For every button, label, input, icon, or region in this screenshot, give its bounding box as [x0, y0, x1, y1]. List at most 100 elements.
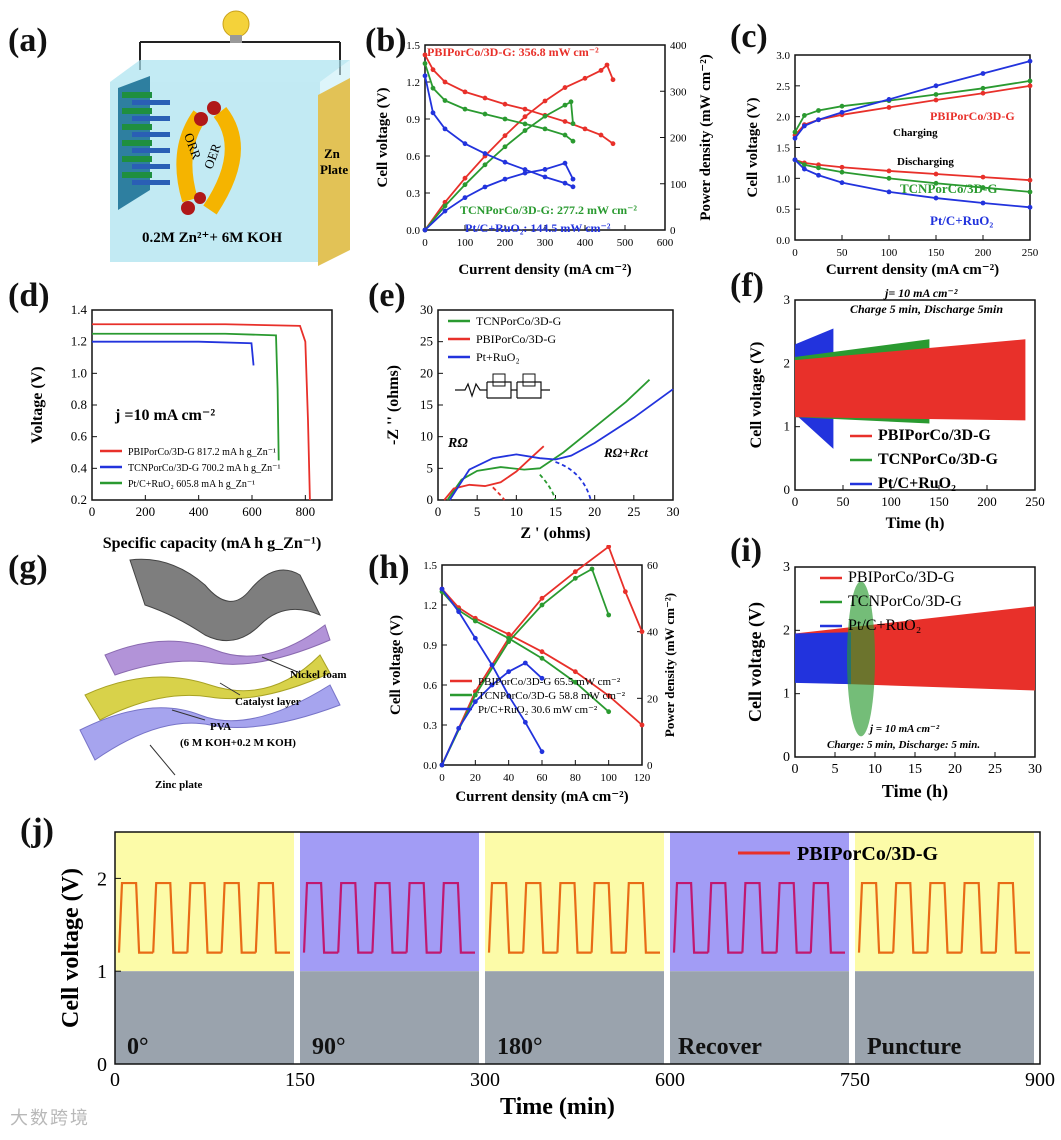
x-tick-label: 60	[537, 772, 549, 784]
x-axis-title: Time (h)	[882, 781, 948, 802]
x-axis-title: Current density (mA cm⁻²)	[455, 789, 628, 805]
data-point	[839, 180, 845, 186]
y-tick-label: 0.0	[423, 760, 437, 772]
data-point	[539, 655, 545, 661]
series-line	[424, 162, 574, 231]
series-line	[441, 545, 643, 766]
y-tick-label: 2	[784, 355, 791, 370]
x-tick-label: 250	[1022, 247, 1039, 259]
data-point	[622, 589, 628, 595]
y-axis-title: -Z '' (ohms)	[385, 365, 402, 445]
legend-item: PBIPorCo/3D-G 817.2 mA h g_Zn⁻¹	[128, 447, 276, 458]
bend-state-label: Puncture	[867, 1034, 962, 1060]
panel-label-j: (j)	[20, 812, 54, 849]
data-point	[562, 85, 568, 90]
plot-frame	[794, 54, 1031, 241]
y-tick-label: 1.0	[71, 365, 87, 380]
annotation: TCNPorCo/3D-G: 277.2 mW cm⁻²	[460, 203, 637, 217]
data-point	[442, 98, 448, 103]
legend-item: TCNPorCo/3D-G 700.2 mA h g_Zn⁻¹	[128, 463, 280, 474]
y-tick-label: 1.2	[71, 334, 87, 349]
legend-item: Pt/C+RuO₂ 30.6 mW cm⁻²	[478, 704, 598, 716]
plot-frame	[114, 831, 1041, 1065]
battery-photo	[670, 971, 849, 1064]
data-point	[572, 575, 578, 581]
legend-item: PBIPorCo/3D-G	[797, 843, 939, 865]
legend-item: PBIPorCo/3D-G	[930, 109, 1015, 123]
data-point	[442, 208, 448, 214]
y-tick-label: 2	[783, 623, 790, 638]
catalyst-layer-label: Catalyst layer	[235, 696, 301, 708]
data-point	[542, 174, 548, 180]
data-point	[886, 97, 892, 102]
data-point	[610, 77, 616, 83]
y-tick-label: 0.4	[71, 460, 88, 475]
data-point	[572, 569, 578, 575]
data-point	[430, 85, 436, 91]
chart-b: 0 100 200 300 400 500 600 0.0 0.3 0.6 0.9 1.2 1.5 Cur…	[375, 40, 714, 278]
series-line	[794, 84, 1031, 136]
data-point	[886, 175, 892, 181]
y-tick-label: 0	[783, 750, 790, 765]
x-tick-label: 500	[617, 237, 634, 249]
x-tick-label: 40	[503, 772, 515, 784]
x-tick-label: 400	[189, 504, 209, 519]
chart-f: 0 50 100 150 200 250 0 1 2 3 Time (h) Cell voltage …	[748, 286, 1045, 532]
data-point	[604, 62, 610, 68]
bend-state-label: 0°	[127, 1034, 149, 1060]
y-tick-label: 1	[783, 687, 790, 702]
data-point	[570, 138, 576, 144]
data-point	[522, 167, 528, 172]
lightbulb-icon	[222, 10, 250, 43]
legend-item: TCNPorCo/3D-G 58.8 mW cm⁻²	[478, 690, 626, 702]
data-point	[482, 162, 488, 168]
legend-item: PBIPorCo/3D-G	[848, 569, 955, 586]
data-point	[422, 52, 428, 58]
series-line	[424, 100, 574, 231]
x-tick-label: 100	[600, 772, 617, 784]
data-point	[570, 184, 576, 190]
data-point	[472, 699, 478, 705]
panel-label-b: (b)	[365, 22, 407, 59]
data-point	[980, 200, 986, 206]
data-point	[456, 609, 462, 615]
data-point	[422, 61, 428, 66]
data-point	[456, 725, 462, 731]
legend-item: TCNPorCo/3D-G	[900, 181, 998, 196]
bend-state-label: 90°	[312, 1034, 346, 1060]
plate-label: Plate	[320, 162, 348, 177]
x-tick-label: 100	[881, 494, 901, 509]
x-tick-label: 100	[457, 237, 474, 249]
series-line	[794, 60, 1031, 139]
data-point	[792, 157, 798, 163]
y2-tick-label: 100	[670, 179, 687, 191]
data-point	[502, 101, 508, 107]
data-point	[502, 116, 508, 122]
series-line	[424, 54, 614, 145]
panel-e: (e) 0 5 10 15 20 25 30 0 5 10 15 20 25 30 Z ' (ohms) -Z…	[360, 275, 700, 550]
y-tick-label: 0.0	[776, 235, 790, 247]
data-point	[572, 669, 578, 675]
data-point	[598, 68, 604, 73]
data-point	[542, 126, 548, 132]
data-point	[482, 95, 488, 101]
x-tick-label: 120	[634, 772, 651, 784]
data-point	[802, 162, 807, 168]
data-point	[1027, 78, 1033, 84]
panel-h: (h) 0 20 40 60 80 100 120 0.0 0.3 0.6 0.9 1.2 1.5 Cur…	[360, 544, 700, 810]
y-tick-label: 0.0	[406, 225, 420, 237]
y-tick-label: 0	[427, 492, 434, 507]
x-tick-label: 400	[577, 237, 594, 249]
data-point	[792, 135, 798, 141]
zinc-plate	[318, 78, 350, 266]
y-tick-label: 1.2	[423, 600, 437, 612]
data-point	[606, 612, 612, 618]
x-tick-label: 300	[537, 237, 554, 249]
y-tick-label: 3.0	[776, 50, 790, 62]
data-point	[539, 602, 545, 608]
y-tick-label: 0.6	[423, 680, 437, 692]
y2-axis-title: Power density (mW cm⁻²)	[662, 593, 677, 737]
zinc-plate-label: Zinc plate	[155, 779, 202, 791]
panel-label-a: (a)	[8, 22, 48, 59]
data-point	[539, 749, 545, 755]
